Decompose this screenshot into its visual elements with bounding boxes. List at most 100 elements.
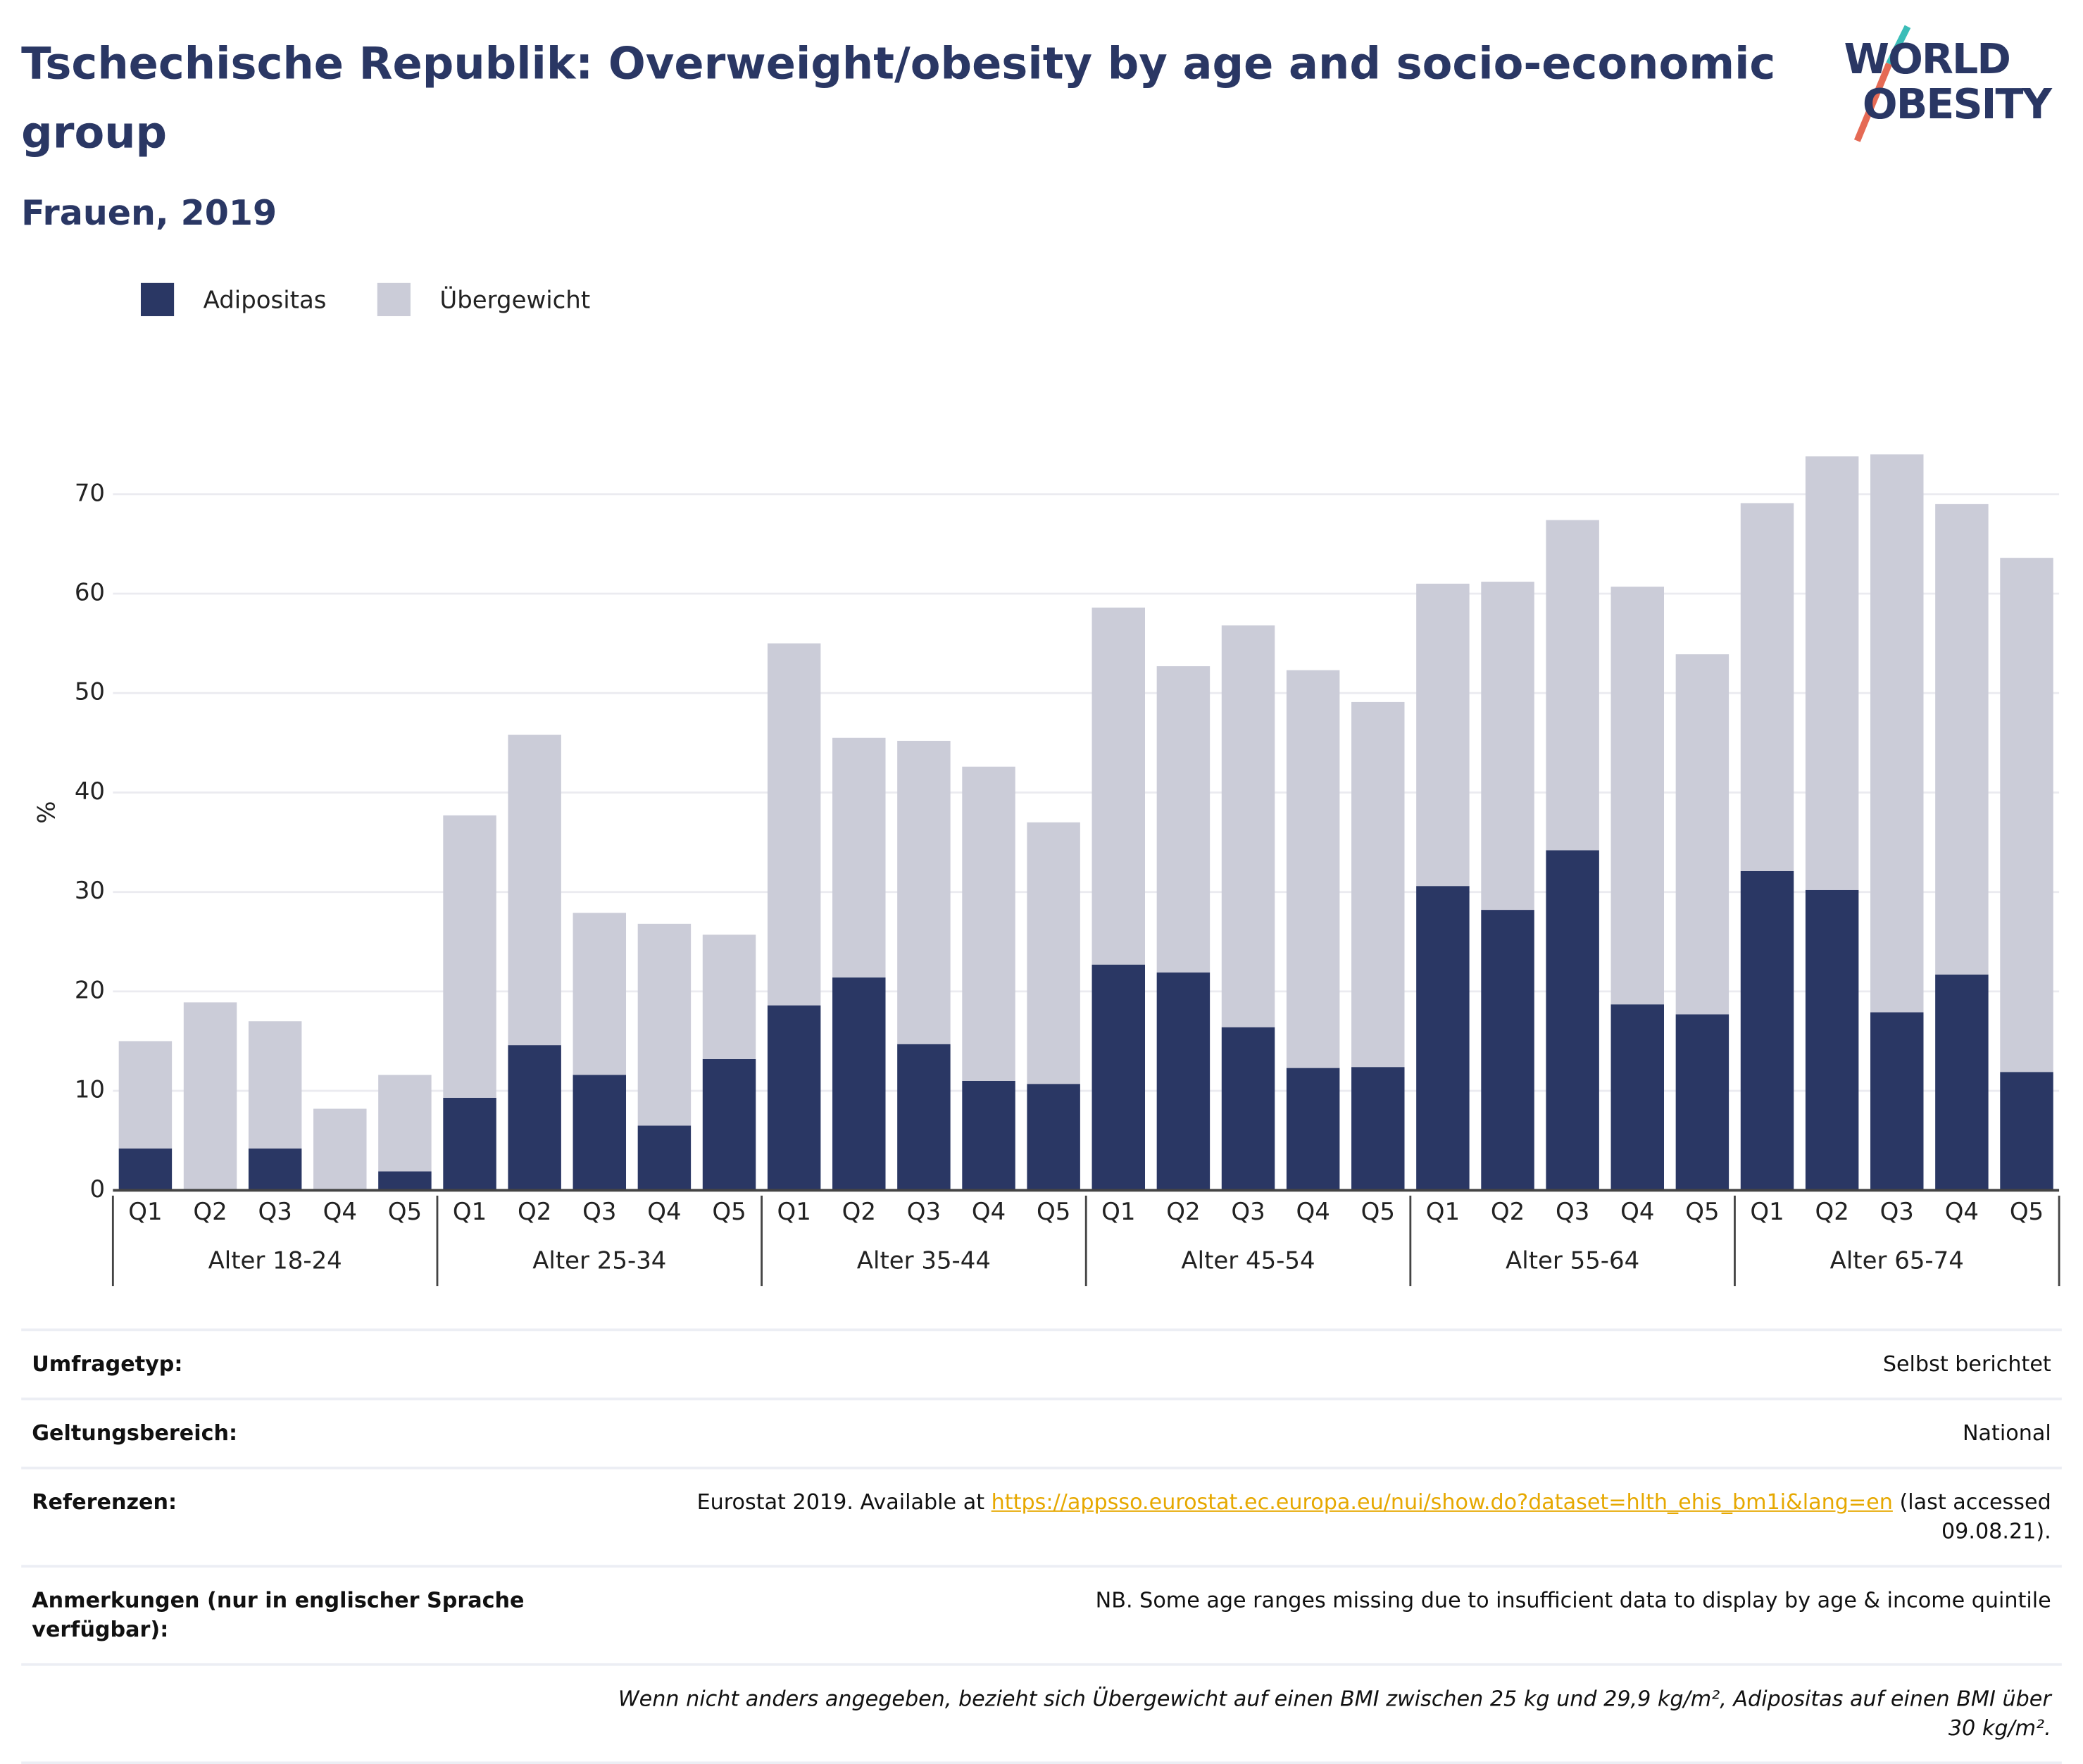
bar: [1416, 584, 1469, 886]
group-label: Alter 45-54: [1181, 1247, 1315, 1275]
bar: [1222, 625, 1275, 1027]
x-tick-label: Q3: [582, 1198, 616, 1226]
bar: [703, 1059, 756, 1190]
bar: [1481, 910, 1534, 1190]
bar: [638, 1126, 691, 1191]
bar: [962, 1081, 1015, 1190]
bar: [897, 1044, 950, 1191]
y-tick-label: 30: [75, 877, 105, 905]
bar: [1416, 886, 1469, 1190]
info-row: Referenzen: Eurostat 2019. Available at …: [21, 1467, 2062, 1565]
bar: [1676, 654, 1729, 1014]
x-tick-label: Q4: [647, 1198, 681, 1226]
bar: [1806, 456, 1858, 890]
x-tick-label: Q4: [323, 1198, 357, 1226]
bar: [1481, 582, 1534, 910]
bar: [1222, 1027, 1275, 1191]
x-tick-label: Q2: [193, 1198, 227, 1226]
bar: [1611, 587, 1664, 1004]
info-value: National: [1963, 1419, 2051, 1449]
bar: [1351, 702, 1404, 1067]
x-tick-label: Q2: [1166, 1198, 1200, 1226]
bar: [1287, 1068, 1339, 1191]
bar: [378, 1171, 431, 1190]
bar: [832, 977, 885, 1190]
legend-label: Übergewicht: [439, 286, 590, 315]
legend-swatch: [141, 283, 174, 316]
y-tick-label: 60: [75, 578, 105, 606]
y-tick-label: 40: [75, 777, 105, 806]
bar: [313, 1109, 366, 1191]
info-label: Anmerkungen (nur in englischer Sprache v…: [32, 1586, 537, 1644]
bar: [1870, 1013, 1923, 1191]
x-tick-label: Q2: [1815, 1198, 1849, 1226]
x-tick-label: Q4: [1620, 1198, 1654, 1226]
bar: [119, 1149, 172, 1190]
bar: [1546, 520, 1599, 850]
info-label: Referenzen:: [32, 1488, 537, 1546]
ref-link[interactable]: https://appsso.eurostat.ec.europa.eu/nui…: [992, 1489, 1893, 1515]
group-label: Alter 55-64: [1506, 1247, 1639, 1275]
y-tick-label: 70: [75, 479, 105, 507]
x-tick-label: Q3: [258, 1198, 292, 1226]
bar: [1157, 666, 1210, 972]
x-tick-label: Q2: [518, 1198, 551, 1226]
bar: [768, 1006, 820, 1191]
x-tick-label: Q5: [2010, 1198, 2044, 1226]
x-tick-label: Q5: [712, 1198, 746, 1226]
bar: [1157, 972, 1210, 1190]
bar: [573, 913, 626, 1075]
x-tick-label: Q3: [1231, 1198, 1265, 1226]
bar: [1611, 1004, 1664, 1190]
x-tick-label: Q4: [972, 1198, 1006, 1226]
bar: [897, 741, 950, 1044]
info-row: Anmerkungen (nur in englischer Sprache v…: [21, 1565, 2062, 1663]
x-tick-label: Q5: [1037, 1198, 1070, 1226]
note: Wenn nicht anders angegeben, bezieht sic…: [590, 1684, 2051, 1743]
ref-text: (last accessed 09.08.21).: [1899, 1489, 2051, 1544]
x-tick-label: Q1: [1426, 1198, 1460, 1226]
bar: [1546, 850, 1599, 1190]
bar: [1935, 504, 1988, 975]
bar: [962, 767, 1015, 1081]
info-row: Geltungsbereich: National: [21, 1398, 2062, 1467]
bar: [508, 1045, 561, 1190]
bar: [768, 644, 820, 1006]
info-value: Selbst berichtet: [1883, 1350, 2051, 1380]
y-tick-label: 20: [75, 976, 105, 1004]
info-row: Umfragetyp: Selbst berichtet: [21, 1329, 2062, 1398]
bar: [1870, 454, 1923, 1012]
info-value: Eurostat 2019. Available at https://apps…: [590, 1488, 2051, 1546]
bar: [573, 1075, 626, 1190]
bar: [1741, 503, 1794, 871]
x-tick-label: Q3: [1556, 1198, 1589, 1226]
info-table: Umfragetyp: Selbst berichtet Geltungsber…: [21, 1329, 2062, 1764]
bar: [119, 1041, 172, 1149]
stage: Tschechische Republik: Overweight/obesit…: [0, 0, 2083, 1719]
group-label: Alter 65-74: [1830, 1247, 1964, 1275]
bar: [1092, 608, 1145, 965]
info-label: Umfragetyp:: [32, 1350, 537, 1380]
y-axis-label: %: [32, 801, 61, 824]
x-tick-label: Q1: [1101, 1198, 1135, 1226]
group-label: Alter 25-34: [532, 1247, 666, 1275]
x-tick-label: Q3: [907, 1198, 941, 1226]
bar: [1351, 1067, 1404, 1190]
bar: [2000, 1072, 2053, 1190]
info-row: Wenn nicht anders angegeben, bezieht sic…: [21, 1663, 2062, 1764]
x-tick-label: Q3: [1880, 1198, 1914, 1226]
bar: [443, 815, 496, 1098]
bar: [184, 1002, 237, 1190]
info-label: Geltungsbereich:: [32, 1419, 537, 1449]
bar: [2000, 558, 2053, 1072]
y-tick-label: 50: [75, 678, 105, 706]
bar: [832, 738, 885, 977]
x-tick-label: Q4: [1296, 1198, 1330, 1226]
bar: [378, 1075, 431, 1171]
bar: [249, 1021, 301, 1149]
ref-text: Eurostat 2019. Available at: [697, 1489, 984, 1515]
bar: [508, 735, 561, 1046]
bar: [249, 1149, 301, 1190]
bar: [1676, 1014, 1729, 1190]
x-tick-label: Q1: [128, 1198, 162, 1226]
